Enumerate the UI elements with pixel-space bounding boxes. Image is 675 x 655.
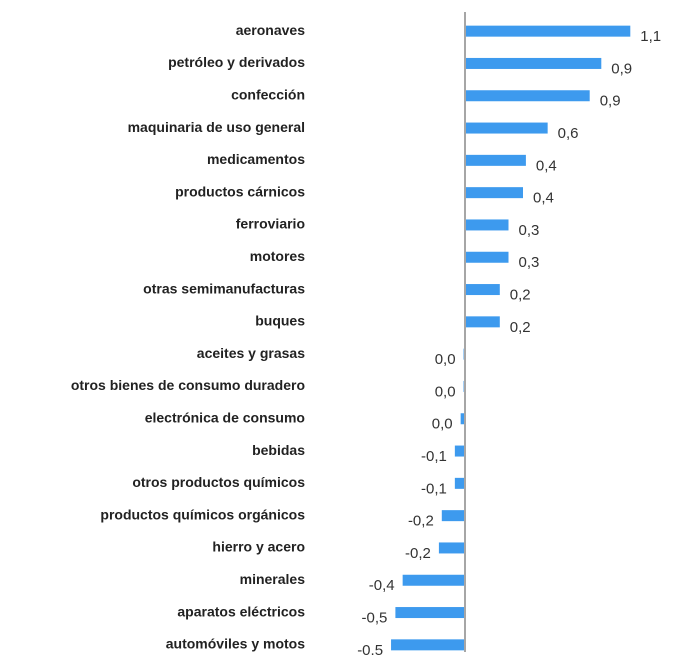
category-label: petróleo y derivados [168,54,305,70]
value-label: 0,0 [432,416,453,433]
bar [460,413,465,425]
category-label: hierro y acero [212,539,305,555]
category-label: otras semimanufacturas [143,280,305,296]
value-label: 0,0 [435,383,456,400]
value-label: -0,1 [421,448,447,465]
value-label: 0,2 [510,319,531,336]
bar [465,219,509,231]
value-label: 0,4 [533,190,554,207]
bar [395,607,465,619]
category-label: confección [231,86,305,102]
value-label: 0,3 [519,254,540,271]
category-label: aceites y grasas [197,345,305,361]
category-label: motores [250,248,305,264]
bar [454,445,465,457]
value-label: 0,3 [519,222,540,239]
value-label: 0,2 [510,287,531,304]
bar [391,639,465,651]
bar [465,122,548,134]
category-label: aeronaves [236,22,305,38]
value-label: -0,2 [408,513,434,530]
value-label: -0,2 [405,545,431,562]
bar [465,316,500,328]
bar [465,284,500,296]
bar [465,154,526,166]
category-label: minerales [240,571,306,587]
value-label: 0,6 [558,125,579,142]
bar [465,187,523,199]
bar [438,542,465,554]
bar [465,251,509,263]
category-label: ferroviario [236,216,305,232]
value-label: -0,1 [421,480,447,497]
value-label: -0,4 [369,577,395,594]
category-label: productos cárnicos [175,183,305,199]
value-label: 0,4 [536,157,557,174]
category-label: otros productos químicos [132,474,305,490]
bar [402,574,465,586]
value-label: 0,0 [435,351,456,368]
category-label: bebidas [252,442,305,458]
value-label: 0,9 [611,60,632,77]
category-label: electrónica de consumo [145,409,305,425]
category-label: buques [255,313,305,329]
category-label: medicamentos [207,151,305,167]
value-label: -0,5 [362,610,388,627]
category-label: automóviles y motos [166,636,305,652]
category-label: otros bienes de consumo duradero [71,377,305,393]
bar [465,25,631,37]
bar [465,90,590,102]
value-label: 1,1 [640,28,661,45]
bar [465,57,602,69]
bar [454,477,465,489]
category-label: productos químicos orgánicos [100,506,305,522]
value-label: 0,9 [600,93,621,110]
category-label: aparatos eléctricos [177,603,305,619]
value-label: -0,5 [357,642,383,655]
category-label: maquinaria de uso general [128,119,305,135]
bar [441,510,465,522]
